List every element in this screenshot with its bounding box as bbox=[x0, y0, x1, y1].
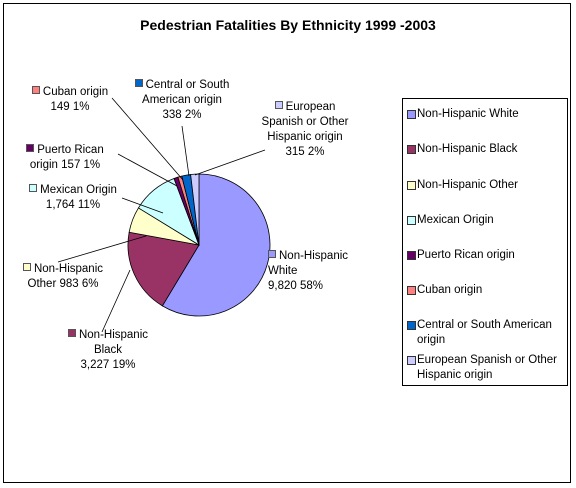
slice-label-line: Spanish or Other bbox=[246, 115, 364, 130]
slice-label-line: 315 2% bbox=[246, 145, 364, 160]
legend-item: European Spanish or Other Hispanic origi… bbox=[407, 353, 565, 383]
slice-label-line: Black bbox=[62, 343, 154, 358]
slice-label-text: Hispanic origin bbox=[267, 131, 343, 143]
legend-label: Non-Hispanic Other bbox=[417, 179, 518, 191]
legend: Non-Hispanic White Non-Hispanic Black Non-… bbox=[402, 98, 568, 386]
slice-label-text: Black bbox=[93, 344, 123, 356]
slice-label: Non-Hispanic White 9,820 58% bbox=[268, 249, 356, 294]
label-swatch bbox=[29, 184, 38, 192]
slice-label-line: American origin bbox=[120, 93, 244, 108]
slice-label-text: 338 2% bbox=[162, 109, 202, 121]
slice-label-line: Non-Hispanic bbox=[8, 262, 118, 277]
slice-label-text: Cuban origin bbox=[42, 86, 109, 98]
slice-label-text: Spanish or Other bbox=[261, 116, 349, 128]
leader-line bbox=[194, 149, 266, 176]
slice-label-line: White bbox=[268, 264, 356, 279]
legend-item: Cuban origin bbox=[407, 283, 565, 298]
legend-swatch bbox=[407, 286, 416, 295]
slice-label: Non-Hispanic Other 983 6% bbox=[8, 262, 118, 292]
label-swatch bbox=[31, 86, 40, 94]
pie-slice-non-hispanic-black bbox=[127, 231, 200, 307]
legend-label: Central or South American origin bbox=[417, 319, 552, 346]
legend-swatch bbox=[407, 321, 416, 330]
slice-label: Mexican Origin 1,764 11% bbox=[18, 183, 128, 213]
slice-label-text: American origin bbox=[142, 94, 222, 106]
legend-item: Mexican Origin bbox=[407, 213, 565, 228]
leader-line bbox=[101, 269, 131, 333]
pie-slice-non-hispanic-white bbox=[161, 173, 271, 317]
slice-label: European Spanish or Other Hispanic origin 3… bbox=[246, 100, 364, 160]
leader-line bbox=[121, 197, 164, 214]
slice-label-line: 9,820 58% bbox=[268, 279, 356, 294]
label-swatch bbox=[67, 329, 76, 337]
slice-label-text: Non-Hispanic bbox=[279, 250, 349, 262]
slice-label-line: 149 1% bbox=[24, 100, 116, 115]
slice-label-line: Mexican Origin bbox=[18, 183, 128, 198]
slice-label-line: Other 983 6% bbox=[8, 277, 118, 292]
legend-label: Cuban origin bbox=[417, 284, 483, 296]
slice-label-line: Puerto Rican bbox=[10, 143, 120, 158]
label-swatch bbox=[274, 101, 283, 109]
legend-label: Non-Hispanic White bbox=[417, 108, 519, 120]
slice-label: Cuban origin 149 1% bbox=[24, 85, 116, 115]
slice-label-text: Central or South bbox=[145, 79, 230, 91]
legend-label: Mexican Origin bbox=[417, 214, 494, 226]
label-swatch bbox=[134, 79, 143, 87]
slice-label-line: 3,227 19% bbox=[62, 358, 154, 373]
legend-swatch bbox=[407, 181, 416, 190]
legend-swatch bbox=[407, 145, 416, 154]
pie-slice-european-spanish-or-other-hispanic-origin bbox=[190, 173, 200, 246]
legend-swatch bbox=[407, 216, 416, 225]
slice-label-text: Puerto Rican bbox=[37, 144, 104, 156]
chart-title: Pedestrian Fatalities By Ethnicity 1999 … bbox=[140, 17, 436, 33]
label-swatch bbox=[26, 144, 35, 152]
leader-line bbox=[111, 97, 184, 181]
slice-label-line: 338 2% bbox=[120, 108, 244, 123]
legend-swatch bbox=[407, 110, 416, 119]
legend-label: Non-Hispanic Black bbox=[417, 143, 518, 155]
legend-swatch bbox=[407, 356, 416, 365]
slice-label-text: origin 157 1% bbox=[29, 159, 101, 171]
slice-label: Puerto Rican origin 157 1% bbox=[10, 143, 120, 173]
slice-label-text: Non-Hispanic bbox=[33, 263, 104, 275]
slice-label: Central or South American origin 338 2% bbox=[120, 78, 244, 123]
slice-label-line: 1,764 11% bbox=[18, 198, 128, 213]
legend-swatch bbox=[407, 251, 416, 260]
slice-label-text: 9,820 58% bbox=[268, 280, 323, 292]
slice-label-text: Non-Hispanic bbox=[78, 329, 149, 341]
slice-label-text: Other 983 6% bbox=[27, 278, 99, 290]
leader-line bbox=[117, 153, 178, 187]
slice-label-line: Cuban origin bbox=[24, 85, 116, 100]
legend-label: European Spanish or Other Hispanic origi… bbox=[417, 354, 558, 381]
slice-label-text: 149 1% bbox=[50, 101, 90, 113]
slice-label-line: Non-Hispanic bbox=[62, 328, 154, 343]
legend-item: Non-Hispanic Black bbox=[407, 142, 565, 157]
slice-label-line: Non-Hispanic bbox=[268, 249, 356, 264]
slice-label-line: origin 157 1% bbox=[10, 158, 120, 173]
slice-label-line: Central or South bbox=[120, 78, 244, 93]
slice-label-line: Hispanic origin bbox=[246, 130, 364, 145]
slice-label-text: European bbox=[285, 101, 336, 113]
label-swatch bbox=[22, 263, 31, 271]
slice-label-text: Mexican Origin bbox=[40, 184, 117, 196]
slice-label-text: 1,764 11% bbox=[45, 199, 101, 211]
slice-label-text: 3,227 19% bbox=[80, 359, 136, 371]
leader-line bbox=[181, 125, 190, 177]
legend-item: Central or South American origin bbox=[407, 318, 565, 348]
label-swatch bbox=[268, 250, 276, 258]
legend-item: Non-Hispanic Other bbox=[407, 178, 565, 193]
legend-item: Non-Hispanic White bbox=[407, 107, 565, 122]
leader-line bbox=[57, 235, 147, 263]
legend-item: Puerto Rican origin bbox=[407, 248, 565, 263]
slice-label-line: European bbox=[246, 100, 364, 115]
slice-label-text: 315 2% bbox=[285, 146, 325, 158]
legend-label: Puerto Rican origin bbox=[417, 249, 515, 261]
slice-label-text: White bbox=[268, 265, 298, 277]
slice-label: Non-Hispanic Black 3,227 19% bbox=[62, 328, 154, 373]
